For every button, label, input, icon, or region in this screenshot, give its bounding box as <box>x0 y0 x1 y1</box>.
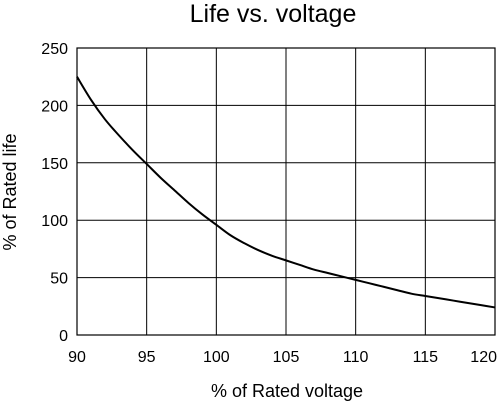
life-curve <box>76 76 496 309</box>
x-tick-label: 105 <box>273 349 300 366</box>
x-tick-label: 100 <box>203 349 230 366</box>
x-tick-label: 110 <box>343 349 369 366</box>
x-tick-labels: 90 95 100 105 110 115 120 <box>68 349 497 366</box>
y-tick-label: 100 <box>41 213 68 230</box>
y-tick-label: 150 <box>41 156 68 173</box>
y-axis-label: % of Rated life <box>0 133 20 250</box>
y-tick-label: 0 <box>59 328 68 345</box>
x-tick-label: 120 <box>470 349 497 366</box>
chart-title: Life vs. voltage <box>190 0 357 28</box>
y-tick-label: 50 <box>50 271 68 288</box>
x-axis-label: % of Rated voltage <box>211 381 363 401</box>
grid-lines <box>76 47 496 336</box>
plot-frame <box>76 47 496 336</box>
x-tick-label: 90 <box>68 349 86 366</box>
x-tick-label: 115 <box>413 349 439 366</box>
x-tick-label: 95 <box>138 349 156 366</box>
y-tick-label: 200 <box>41 98 68 115</box>
y-tick-label: 250 <box>41 41 68 58</box>
y-tick-labels: 0 50 100 150 200 250 <box>41 41 68 345</box>
